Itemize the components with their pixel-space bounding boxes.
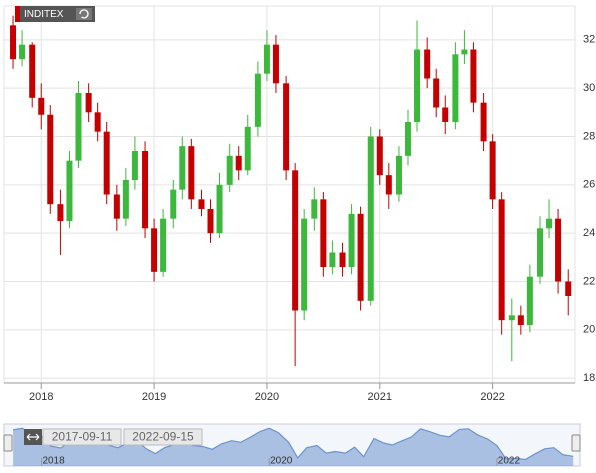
- candle-body: [452, 54, 459, 123]
- candle-body: [320, 199, 327, 267]
- candle-body: [555, 218, 562, 282]
- legend-swatch: [15, 6, 20, 22]
- candle-body: [433, 78, 440, 108]
- candle-body: [376, 136, 383, 176]
- candle-body: [57, 204, 64, 222]
- candle-body: [160, 218, 167, 272]
- candle-body: [85, 93, 92, 113]
- y-tick-label: 20: [583, 324, 595, 336]
- candle-body: [526, 276, 533, 325]
- candle-body: [207, 209, 214, 234]
- y-tick-label: 26: [583, 179, 595, 191]
- range-start-box[interactable]: [42, 428, 122, 446]
- candle-body: [367, 136, 374, 301]
- candle-body: [263, 44, 270, 74]
- candle-body: [188, 146, 195, 200]
- candle-body: [565, 281, 572, 296]
- x-tick-label: 2022: [480, 391, 504, 403]
- legend-label: INDITEX: [24, 9, 64, 20]
- candle-body: [216, 184, 223, 234]
- candle-body: [103, 131, 110, 195]
- candle-body: [254, 73, 261, 127]
- y-tick-label: 24: [583, 227, 595, 239]
- candle-body: [47, 114, 54, 205]
- candle-body: [151, 228, 158, 272]
- navigator-tick-label: 2020: [270, 456, 293, 467]
- candle-body: [301, 218, 308, 311]
- candle-body: [131, 151, 138, 180]
- candle-body: [404, 122, 411, 156]
- candle-body: [498, 199, 505, 321]
- refresh-icon[interactable]: [79, 9, 89, 19]
- candle-body: [244, 126, 251, 171]
- candle-body: [122, 180, 129, 219]
- candle-body: [179, 146, 186, 190]
- x-tick-label: 2018: [29, 391, 53, 403]
- range-start[interactable]: 2017-09-11: [52, 430, 113, 444]
- candle-body: [480, 102, 487, 142]
- y-tick-label: 30: [583, 82, 595, 94]
- candle-body: [283, 83, 290, 171]
- candle-body: [226, 155, 233, 185]
- candle-body: [385, 175, 392, 195]
- y-tick-label: 32: [583, 34, 595, 46]
- candle-body: [470, 49, 477, 103]
- candle-body: [142, 151, 149, 229]
- navigator-area: [13, 428, 574, 466]
- candle-body: [235, 155, 242, 171]
- candle-body: [19, 44, 26, 60]
- navigator-tick-label: 2022: [498, 456, 521, 467]
- x-tick-label: 2019: [142, 391, 166, 403]
- candle-body: [66, 160, 73, 222]
- range-icon-arrow: [26, 433, 40, 441]
- candle-body: [357, 213, 364, 301]
- candle-body: [272, 44, 279, 84]
- range-end-box[interactable]: [123, 428, 203, 446]
- candle-body: [198, 199, 205, 209]
- candle-body: [10, 25, 17, 60]
- legend-box: [15, 6, 95, 22]
- navigator-tick-label: 2018: [42, 456, 65, 467]
- candle-body: [339, 252, 346, 267]
- y-tick-label: 18: [583, 372, 595, 384]
- candle-body: [414, 49, 421, 122]
- candle-body: [75, 93, 82, 161]
- candle-body: [537, 228, 544, 277]
- candle-body: [461, 49, 468, 55]
- x-tick-label: 2020: [255, 391, 279, 403]
- y-tick-label: 22: [583, 275, 595, 287]
- candle-body: [94, 112, 101, 132]
- candle-body: [348, 213, 355, 267]
- range-end[interactable]: 2022-09-15: [132, 430, 194, 444]
- legend: INDITEX: [15, 6, 95, 22]
- candle-body: [489, 141, 496, 200]
- x-tick-label: 2021: [368, 391, 392, 403]
- candle-body: [292, 170, 299, 311]
- candle-body: [170, 189, 177, 219]
- candle-body: [38, 97, 45, 115]
- candle-body: [508, 315, 515, 321]
- candle-body: [329, 252, 336, 267]
- candle-body: [311, 199, 318, 219]
- candle-body: [442, 107, 449, 122]
- candle-body: [395, 155, 402, 195]
- candle-body: [424, 49, 431, 79]
- navigator-handle[interactable]: [571, 434, 581, 452]
- refresh-bg[interactable]: [76, 8, 92, 20]
- candle-body: [546, 218, 553, 229]
- navigator-handle[interactable]: [3, 434, 13, 452]
- candle-body: [29, 44, 36, 98]
- candle-body: [113, 194, 120, 219]
- refresh-button[interactable]: [76, 8, 92, 20]
- candle-body: [517, 315, 524, 325]
- y-tick-label: 28: [583, 130, 595, 142]
